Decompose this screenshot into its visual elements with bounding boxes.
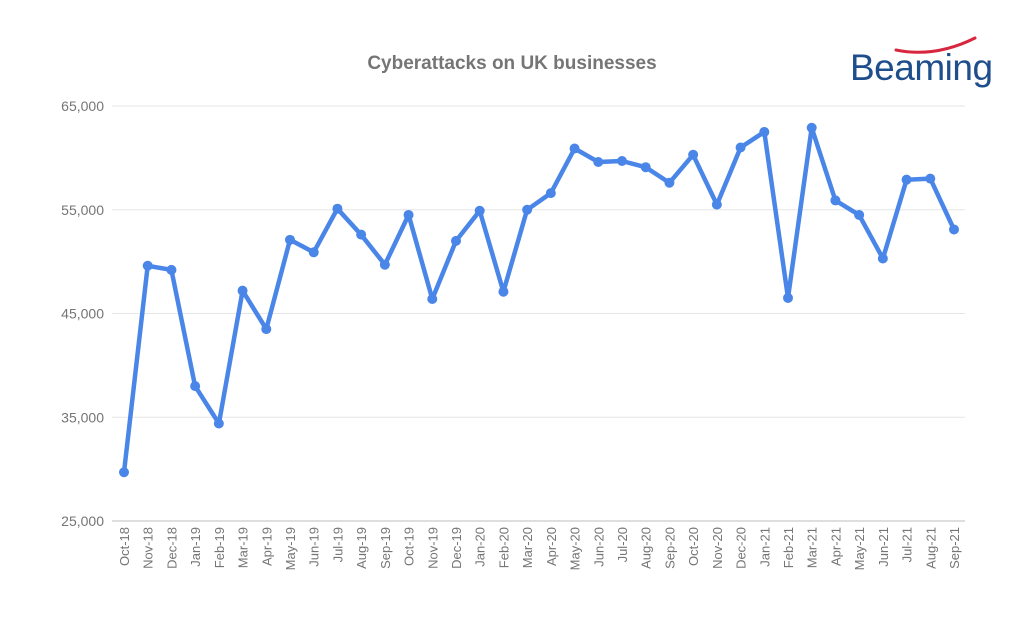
x-tick-label: May-19 [283, 527, 298, 570]
x-axis: Oct-18 Nov-18 Dec-18 Jan-19 Feb-19 Mar-19 Apr-… [117, 527, 962, 570]
data-point [711, 199, 722, 210]
x-tick-label: Oct-20 [686, 527, 701, 566]
x-tick-label: Sep-21 [947, 527, 962, 569]
data-point [166, 264, 177, 275]
data-point [379, 259, 390, 270]
x-tick-label: Feb-19 [212, 527, 227, 568]
data-point [854, 209, 865, 220]
logo-text: Beaming [850, 47, 993, 88]
data-point [261, 324, 272, 335]
x-tick-label: Aug-19 [354, 527, 369, 569]
x-tick-label: Nov-19 [425, 527, 440, 569]
x-tick-label: Aug-20 [639, 527, 654, 569]
x-tick-label: Nov-20 [710, 527, 725, 569]
data-point [498, 286, 509, 297]
x-tick-label: Jan-20 [473, 527, 488, 567]
data-point [877, 253, 888, 264]
data-point [640, 162, 651, 173]
x-tick-label: Aug-21 [923, 527, 938, 569]
y-tick-label: 65,000 [61, 98, 104, 114]
x-tick-label: Jul-19 [330, 527, 345, 562]
x-tick-label: Feb-21 [781, 527, 796, 568]
brand-logo: Beaming [850, 36, 993, 88]
x-tick-label: Dec-20 [734, 527, 749, 569]
x-tick-label: Mar-21 [805, 527, 820, 568]
x-tick-label: Nov-18 [141, 527, 156, 569]
data-point [119, 467, 129, 478]
y-tick-label: 45,000 [61, 306, 104, 322]
data-point [617, 155, 627, 166]
data-point [213, 418, 224, 429]
data-point [593, 157, 604, 168]
data-points [119, 122, 959, 478]
logo-swoosh [894, 36, 977, 54]
data-point [474, 205, 485, 216]
data-point [427, 293, 438, 304]
data-point [569, 143, 580, 154]
data-point [142, 260, 153, 271]
x-tick-label: Oct-19 [402, 527, 417, 566]
data-point [759, 126, 770, 137]
x-tick-label: Mar-19 [236, 527, 251, 568]
data-point [830, 195, 841, 206]
series-line [121, 125, 957, 475]
x-tick-label: Feb-20 [496, 527, 511, 568]
x-tick-label: Oct-18 [117, 527, 132, 566]
x-tick-label: Jan-21 [757, 527, 772, 567]
x-tick-label: Jun-21 [876, 527, 891, 567]
x-tick-label: Jul-20 [615, 527, 630, 562]
x-tick-label: Mar-20 [520, 527, 535, 568]
data-point [949, 224, 959, 235]
chart-title: Cyberattacks on UK businesses [367, 53, 656, 74]
data-point [356, 229, 367, 240]
x-tick-label: May-20 [568, 527, 583, 570]
data-point [237, 285, 248, 296]
y-tick-label: 55,000 [61, 202, 104, 218]
y-axis: 25,000 35,000 45,000 55,000 65,000 [61, 98, 104, 529]
x-tick-label: Jan-19 [188, 527, 203, 567]
data-point [190, 381, 201, 392]
data-point [308, 247, 319, 258]
y-tick-label: 25,000 [61, 513, 104, 529]
data-point [664, 177, 675, 188]
data-point [806, 122, 817, 133]
x-tick-label: Dec-19 [449, 527, 464, 569]
data-point [735, 142, 746, 153]
x-tick-label: May-21 [852, 527, 867, 570]
x-tick-label: Apr-21 [828, 527, 843, 566]
x-tick-label: Dec-18 [164, 527, 179, 569]
data-point [285, 234, 295, 245]
x-tick-label: Sep-19 [378, 527, 393, 569]
data-point [925, 173, 936, 184]
x-tick-label: Jun-19 [307, 527, 322, 567]
data-point [688, 149, 699, 160]
x-tick-label: Jun-20 [591, 527, 606, 567]
x-tick-label: Jul-21 [900, 527, 915, 562]
data-point [522, 204, 533, 215]
x-tick-label: Apr-20 [544, 527, 559, 566]
x-tick-label: Apr-19 [259, 527, 274, 566]
data-point [545, 188, 556, 199]
data-point [403, 209, 414, 220]
y-tick-label: 35,000 [61, 409, 104, 425]
data-point [901, 174, 912, 185]
data-point [332, 203, 343, 214]
x-tick-label: Sep-20 [662, 527, 677, 569]
data-point [783, 292, 793, 303]
data-point [451, 235, 461, 246]
